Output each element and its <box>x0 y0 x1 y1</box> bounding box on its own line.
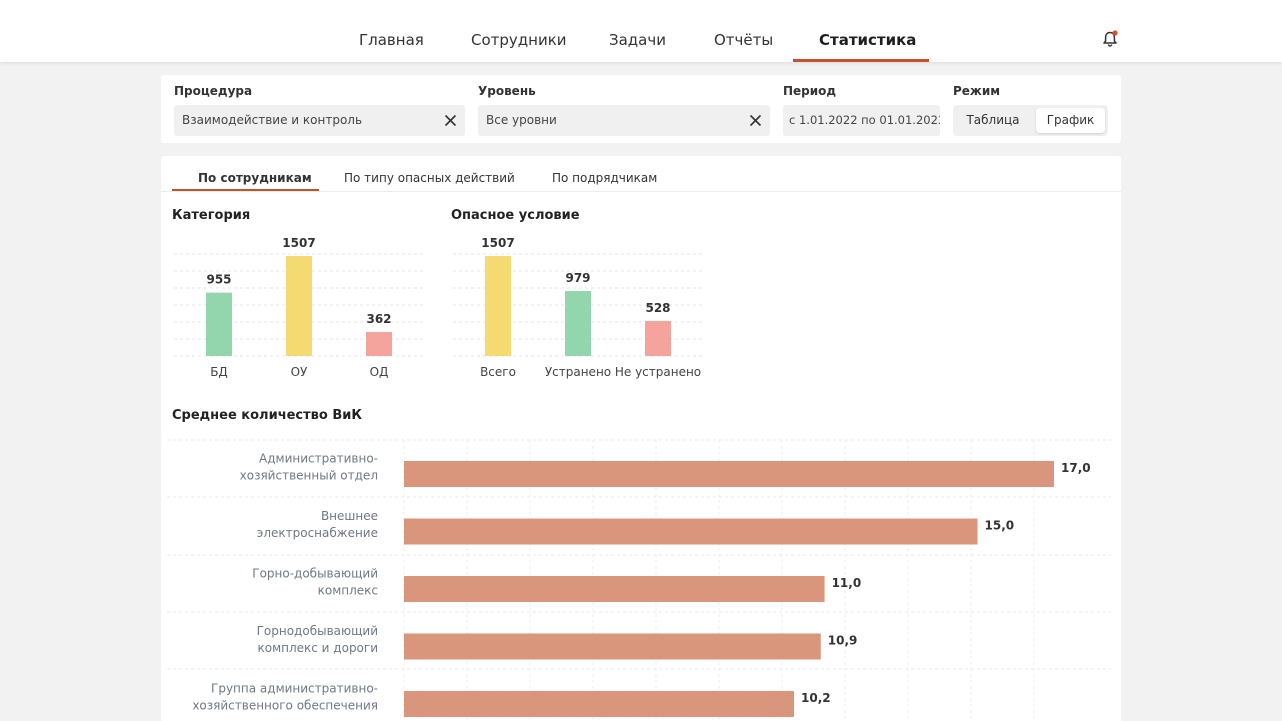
nav-item-statistics[interactable]: Статистика <box>819 31 917 49</box>
category-bar[interactable] <box>286 256 312 356</box>
mode-label: Режим <box>953 84 1001 98</box>
level-label: Уровень <box>478 84 536 98</box>
hazard-condition-category-label: Всего <box>480 365 516 379</box>
avg-vik-value-label: 15,0 <box>985 519 1015 533</box>
hazard-condition-chart-title: Опасное условие <box>451 208 580 223</box>
avg-vik-category-label: Внешнее <box>321 509 378 523</box>
procedure-value: Взаимодействие и контроль <box>182 113 363 127</box>
tab-by-contractors[interactable]: По подрядчикам <box>552 171 658 185</box>
category-category-label: ОУ <box>291 365 308 379</box>
category-value-label: 955 <box>206 273 231 287</box>
level-select[interactable]: Все уровни <box>478 105 770 136</box>
period-value: с 1.01.2022 по 01.01.2023 <box>789 113 940 127</box>
avg-vik-category-label: хозяйственный отдел <box>240 469 378 483</box>
top-navigation-bar: Главная Сотрудники Задачи Отчёты Статист… <box>0 0 1282 62</box>
avg-vik-category-label: Административно- <box>259 452 378 466</box>
avg-vik-value-label: 17,0 <box>1061 461 1091 475</box>
category-value-label: 1507 <box>282 236 315 250</box>
hazard-condition-value-label: 979 <box>565 271 590 285</box>
hazard-condition-bar[interactable] <box>485 256 511 356</box>
filter-panel: Процедура Взаимодействие и контроль Уров… <box>161 75 1121 143</box>
avg-vik-category-label: Горнодобывающий <box>257 624 378 638</box>
nav-active-indicator <box>793 59 929 62</box>
procedure-select[interactable]: Взаимодействие и контроль <box>174 105 465 136</box>
bell-icon[interactable] <box>1101 30 1119 48</box>
nav-item-reports[interactable]: Отчёты <box>714 31 774 49</box>
nav-item-employees[interactable]: Сотрудники <box>471 31 567 49</box>
hazard-condition-category-label: Устранено <box>545 365 611 379</box>
avg-vik-category-label: Группа административно- <box>211 682 378 696</box>
mode-table-button[interactable]: Таблица <box>966 113 1020 127</box>
nav-item-tasks[interactable]: Задачи <box>609 31 666 49</box>
mode-chart-button[interactable]: График <box>1036 108 1105 133</box>
tab-active-indicator <box>172 189 319 191</box>
avg-vik-category-label: комплекс <box>318 584 378 598</box>
avg-vik-bar[interactable] <box>404 461 1054 487</box>
tab-by-employees[interactable]: По сотрудникам <box>198 171 312 185</box>
avg-vik-bar[interactable] <box>404 633 821 660</box>
tab-bar: По сотрудникам По типу опасных действий … <box>161 156 1121 192</box>
avg-vik-category-label: хозяйственного обеспечения <box>192 699 378 713</box>
level-clear-icon[interactable] <box>749 114 762 127</box>
category-bar[interactable] <box>366 331 392 356</box>
avg-vik-value-label: 10,9 <box>828 634 858 648</box>
tab-by-hazard-type[interactable]: По типу опасных действий <box>344 171 515 185</box>
avg-vik-bar[interactable] <box>404 518 978 545</box>
category-category-label: ОД <box>370 365 389 379</box>
hazard-condition-category-label: Не устранено <box>615 365 701 379</box>
level-value: Все уровни <box>486 113 557 127</box>
hazard-condition-value-label: 528 <box>645 301 670 315</box>
avg-vik-category-label: электроснабжение <box>257 526 378 540</box>
avg-vik-chart: 17,0 Административно-хозяйственный отдел 1… <box>167 439 1111 721</box>
nav-item-home[interactable]: Главная <box>359 31 424 49</box>
hazard-condition-value-label: 1507 <box>481 236 514 250</box>
category-value-label: 362 <box>366 312 391 326</box>
notification-dot-icon <box>1112 30 1118 36</box>
avg-vik-category-label: Горно-добывающий <box>252 567 378 581</box>
avg-vik-value-label: 11,0 <box>832 576 862 590</box>
avg-vik-bar[interactable] <box>404 576 825 602</box>
period-label: Период <box>783 84 837 98</box>
category-category-label: БД <box>210 365 228 379</box>
category-bar[interactable] <box>206 292 232 356</box>
hazard-condition-chart: 1507 Всего 979 Устранено 528 Не устранено <box>453 236 705 379</box>
avg-vik-bar[interactable] <box>404 691 794 717</box>
avg-vik-value-label: 10,2 <box>801 691 831 705</box>
hazard-condition-bar[interactable] <box>645 320 671 356</box>
procedure-clear-icon[interactable] <box>444 114 457 127</box>
statistics-panel: По сотрудникам По типу опасных действий … <box>161 156 1121 721</box>
category-chart: 955 БД 1507 ОУ 362 ОД <box>174 236 426 379</box>
avg-vik-category-label: комплекс и дороги <box>257 641 378 655</box>
hazard-condition-bar[interactable] <box>565 291 591 356</box>
period-picker[interactable]: с 1.01.2022 по 01.01.2023 <box>783 105 940 136</box>
avg-vik-chart-title: Среднее количество ВиК <box>172 408 362 423</box>
procedure-label: Процедура <box>174 84 253 98</box>
mode-toggle: Таблица График <box>953 105 1108 136</box>
category-chart-title: Категория <box>172 208 251 223</box>
